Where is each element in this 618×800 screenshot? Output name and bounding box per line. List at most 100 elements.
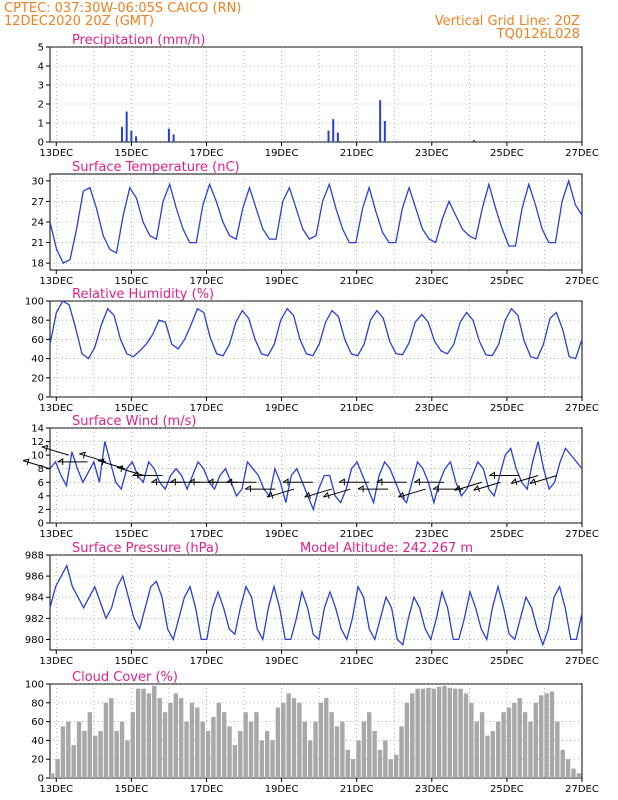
cloud-bar	[533, 702, 539, 778]
cloud-bar	[436, 686, 442, 778]
cloud-bar	[200, 721, 205, 778]
wind-arrowhead	[357, 485, 364, 493]
x-tick-label: 13DEC	[39, 529, 73, 540]
x-tick-label: 25DEC	[490, 529, 524, 540]
wind-arrowhead	[245, 485, 251, 493]
x-tick-label: 21DEC	[340, 656, 374, 667]
cloud-bar	[544, 693, 549, 778]
panel-frame	[49, 46, 583, 143]
x-tick-label: 27DEC	[565, 656, 599, 667]
x-tick-label: 19DEC	[265, 784, 299, 795]
x-tick-label: 17DEC	[190, 148, 224, 159]
x-tick-label: 25DEC	[490, 276, 524, 287]
x-tick-label: 21DEC	[340, 403, 374, 414]
y-tick-label: 2	[38, 505, 44, 516]
cloud-bar	[415, 688, 420, 778]
x-tick-label: 17DEC	[190, 529, 224, 540]
y-tick-label: 30	[31, 176, 44, 187]
cloud-bar	[576, 773, 582, 778]
y-tick-label: 984	[25, 593, 44, 604]
x-tick-label: 17DEC	[190, 784, 224, 795]
cloud-bar	[501, 712, 506, 778]
x-tick-label: 27DEC	[565, 148, 599, 159]
y-tick-label: 4	[38, 62, 44, 73]
cloud-bar	[82, 731, 87, 778]
x-tick-label: 23DEC	[415, 656, 449, 667]
x-tick-label: 13DEC	[39, 656, 73, 667]
y-tick-label: 3	[38, 81, 44, 92]
x-tick-label: 25DEC	[490, 148, 524, 159]
x-tick-label: 19DEC	[265, 148, 299, 159]
panel-frame	[49, 300, 583, 398]
cloud-bar	[162, 712, 168, 778]
panel-temperature: Surface Temperature (nC) 18 21 24 27 30 13DEC 1…	[31, 160, 599, 287]
cloud-bar	[71, 745, 76, 778]
cloud-bar	[334, 726, 340, 778]
y-tick-label: 6	[38, 478, 44, 489]
y-tick-label: 20	[31, 755, 44, 766]
precip-bar	[332, 119, 335, 142]
x-tick-label: 13DEC	[39, 784, 73, 795]
x-tick-label: 23DEC	[415, 784, 449, 795]
y-tick-label: 0	[38, 519, 44, 530]
wind-arrowhead	[57, 457, 64, 466]
cloud-bar	[512, 702, 517, 778]
cloud-bar	[420, 688, 426, 778]
cloud-bar	[324, 698, 329, 778]
header-run-time: 12DEC2020 20Z (GMT)	[4, 14, 154, 29]
cloud-bar	[496, 721, 501, 778]
cloud-bar	[103, 702, 109, 778]
cloud-bar	[270, 740, 275, 778]
y-tick-label: 20	[31, 373, 44, 384]
cloud-bar	[549, 691, 555, 778]
x-tick-label: 21DEC	[340, 784, 374, 795]
cloud-bar	[318, 702, 324, 778]
cloud-bar	[264, 731, 270, 778]
wind-arrowhead	[338, 478, 345, 486]
cloud-bar	[275, 707, 281, 778]
cloud-bar	[109, 698, 114, 778]
x-tick-label: 13DEC	[39, 276, 73, 287]
panel-precipitation: Precipitation (mm/h) 0 1 2 3 4 5 13DEC 15DEC 17DE…	[38, 33, 599, 159]
x-tick-label: 23DEC	[415, 276, 449, 287]
cloud-bar	[517, 698, 522, 778]
cloud-bar	[302, 721, 307, 778]
cloud-bar	[442, 685, 447, 778]
cloud-bar	[130, 712, 136, 778]
wind-arrowhead	[188, 478, 195, 486]
y-tick-label: 80	[31, 316, 44, 327]
cloud-bar	[313, 721, 318, 778]
panel-title-humidity: Relative Humidity (%)	[72, 287, 214, 302]
wind-arrowhead	[207, 478, 214, 486]
cloud-bar	[114, 731, 119, 778]
x-tick-label: 27DEC	[565, 784, 599, 795]
header-grid-note: Vertical Grid Line: 20Z	[435, 14, 580, 29]
cloud-bar	[393, 754, 399, 778]
cloud-bar	[141, 688, 146, 778]
panel-title-cloud: Cloud Cover (%)	[72, 670, 178, 685]
cloud-bar	[361, 721, 367, 778]
cloud-bar	[404, 702, 410, 778]
precip-bar	[383, 121, 386, 142]
x-tick-label: 19DEC	[265, 276, 299, 287]
x-tick-label: 19DEC	[265, 403, 299, 414]
cloud-bar	[307, 740, 313, 778]
x-tick-label: 27DEC	[565, 529, 599, 540]
y-tick-label: 0	[38, 393, 44, 404]
panel-cloud: Cloud Cover (%) 0 20 40 60 80 100 13DEC 15DEC 17D…	[25, 670, 599, 795]
cloud-bar	[157, 698, 162, 778]
precip-bar	[120, 126, 123, 142]
cloud-bar	[173, 693, 179, 778]
wind-arrowhead	[529, 478, 537, 486]
y-tick-label: 10	[31, 451, 44, 462]
y-tick-label: 100	[25, 680, 44, 691]
wind-arrowhead	[226, 478, 233, 486]
cloud-bar	[146, 693, 152, 778]
cloud-bar	[178, 698, 184, 778]
wind-arrowhead	[41, 444, 49, 452]
cloud-bar	[60, 726, 66, 778]
wind-arrowhead	[151, 478, 158, 486]
wind-arrowhead	[266, 491, 274, 499]
x-tick-label: 13DEC	[39, 403, 73, 414]
panel-title-precipitation: Precipitation (mm/h)	[72, 33, 205, 48]
